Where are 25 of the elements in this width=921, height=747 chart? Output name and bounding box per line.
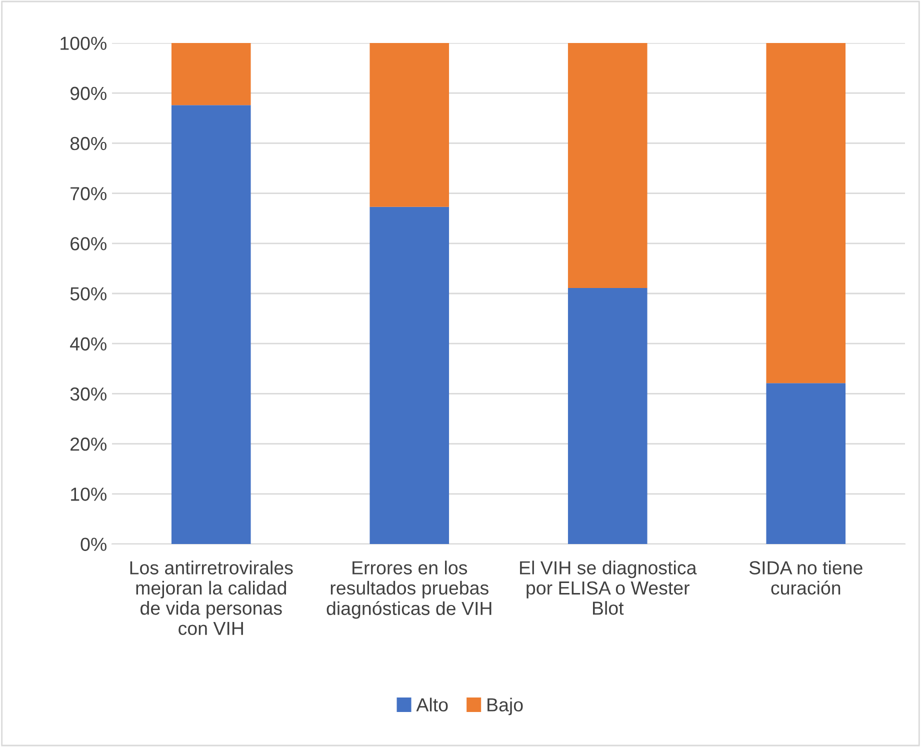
y-tick-label: 90% xyxy=(70,86,106,100)
bar xyxy=(568,288,648,544)
bar xyxy=(370,206,450,544)
legend-label: Bajo xyxy=(488,698,523,716)
bar xyxy=(766,43,846,384)
bar xyxy=(766,383,846,544)
x-tick-label: El VIH se diagnostica por ELISA o Wester Blot xyxy=(520,560,697,615)
bar xyxy=(171,105,251,544)
y-tick-label: 10% xyxy=(71,488,106,501)
legend-label: Alto xyxy=(416,698,448,712)
y-tick-label: 50% xyxy=(70,287,106,300)
y-tick-label: 40% xyxy=(70,337,106,351)
bar xyxy=(568,43,648,288)
y-tick-label: 100% xyxy=(60,36,106,50)
x-tick-label: SIDA no tiene curación xyxy=(749,560,862,595)
y-tick-label: 30% xyxy=(70,387,106,401)
x-tick-label: Los antirretrovirales mejoran la calidad de vida personas con VIH xyxy=(130,560,293,636)
bar xyxy=(171,43,251,106)
bar xyxy=(370,43,450,207)
y-tick-label: 60% xyxy=(70,237,106,250)
y-tick-label: 80% xyxy=(70,136,106,150)
y-tick-label: 0% xyxy=(80,538,106,551)
x-tick-label: Errores en los resultados pruebas diagnósticas de VIH xyxy=(326,560,492,619)
y-tick-label: 70% xyxy=(70,187,106,200)
y-tick-label: 20% xyxy=(70,438,106,451)
